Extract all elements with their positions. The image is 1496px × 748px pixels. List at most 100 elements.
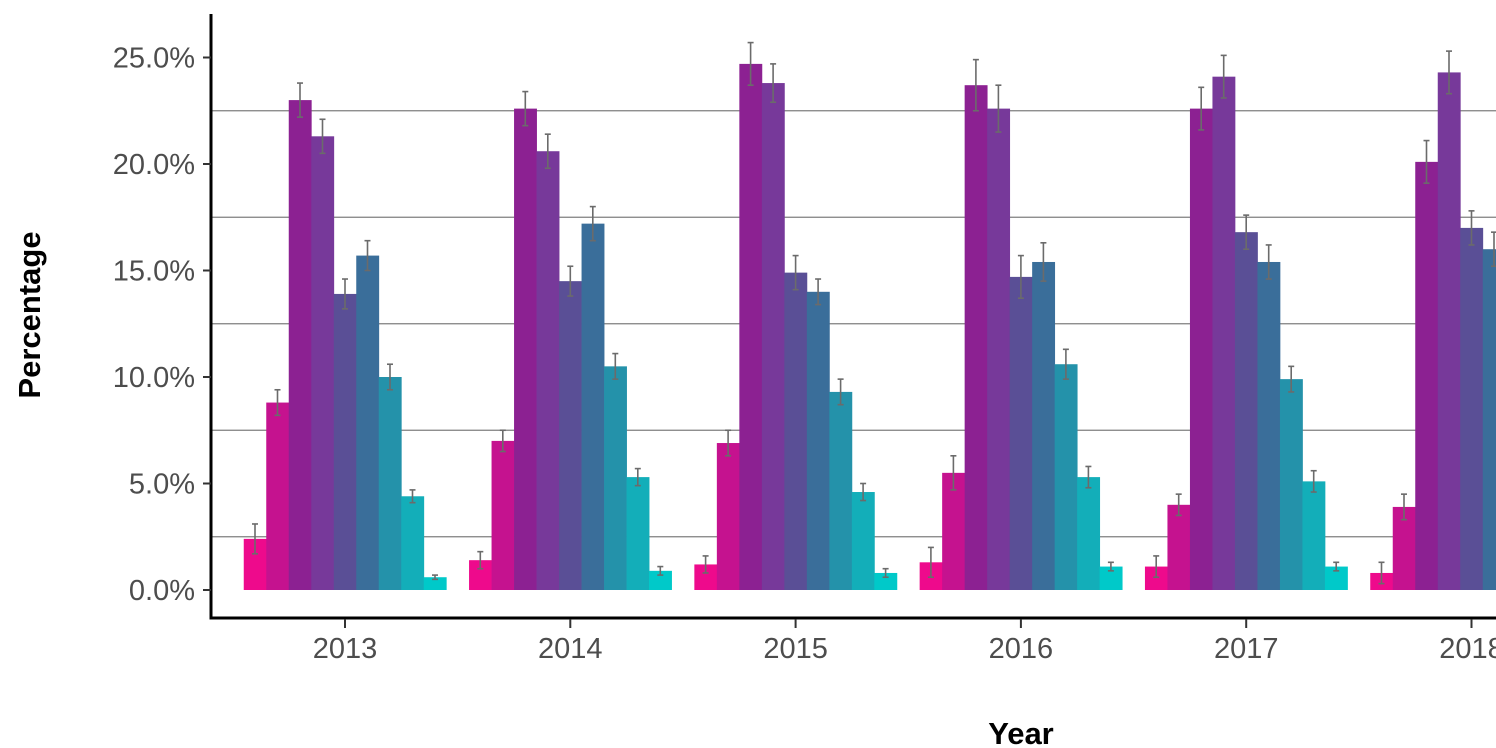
bar	[716, 443, 740, 590]
y-tick-label: 5.0%	[129, 469, 195, 501]
bar	[1437, 72, 1461, 590]
bar	[694, 564, 718, 590]
error-bar	[972, 58, 979, 112]
error-bar	[725, 429, 732, 457]
error-bar	[1265, 244, 1272, 280]
error-bar	[477, 550, 484, 570]
error-bar	[319, 118, 326, 155]
error-bar	[544, 133, 551, 170]
bar	[311, 136, 335, 590]
error-bar	[860, 482, 867, 502]
bar	[1324, 566, 1348, 590]
error-bar	[950, 455, 957, 491]
bar	[288, 100, 312, 590]
error-bar	[1333, 561, 1340, 572]
bar	[987, 108, 1011, 591]
bar	[559, 281, 582, 590]
error-bar	[387, 363, 393, 391]
bar	[536, 151, 560, 590]
error-bar	[567, 265, 574, 297]
bar	[1167, 504, 1191, 590]
bar	[874, 572, 898, 590]
x-tick-label: 2013	[313, 633, 378, 665]
error-bar	[1310, 469, 1317, 493]
axes	[209, 14, 1496, 620]
error-bar	[657, 565, 664, 576]
bar	[1077, 477, 1101, 590]
bar	[1212, 76, 1236, 591]
error-bar	[589, 205, 596, 242]
error-bar	[1243, 214, 1250, 250]
error-bar	[1378, 561, 1385, 585]
bar	[851, 492, 875, 590]
error-bar	[274, 388, 281, 417]
bar	[784, 272, 808, 590]
x-tick-label: 2015	[763, 633, 828, 665]
error-bar	[432, 574, 438, 581]
bar	[1234, 232, 1258, 590]
bar	[964, 85, 988, 590]
bar	[491, 440, 515, 590]
y-tick-label: 0.0%	[129, 575, 195, 607]
error-bars	[252, 41, 1496, 585]
error-bar	[1491, 231, 1496, 268]
x-tick-label: 2018	[1439, 633, 1496, 665]
bar	[942, 472, 966, 590]
error-bar	[702, 555, 709, 574]
bar	[1279, 379, 1303, 590]
bar	[604, 366, 627, 590]
error-bar	[837, 378, 844, 406]
bar	[739, 63, 763, 590]
bar	[1189, 108, 1213, 591]
y-tick-label: 10.0%	[113, 362, 195, 394]
bar	[266, 402, 290, 590]
error-bar	[1198, 86, 1205, 131]
x-tick-label: 2014	[538, 633, 603, 665]
x-tick-label: 2016	[989, 633, 1054, 665]
error-bar	[882, 567, 889, 579]
error-bar	[342, 278, 348, 310]
bar	[1415, 161, 1439, 590]
error-bar	[1401, 493, 1407, 521]
error-bar	[522, 90, 529, 127]
bar	[581, 223, 605, 590]
bar	[401, 496, 425, 590]
error-bar	[1017, 254, 1024, 299]
error-bar	[770, 63, 777, 104]
bar	[1144, 566, 1168, 590]
bar	[469, 560, 492, 590]
bar	[761, 83, 785, 590]
y-tick-label: 25.0%	[113, 43, 195, 75]
bar	[1392, 506, 1416, 590]
error-bar	[995, 84, 1002, 133]
error-bar	[612, 352, 619, 380]
bar	[1054, 364, 1078, 590]
bar	[1257, 261, 1281, 590]
bar	[243, 538, 267, 590]
error-bar	[1288, 365, 1295, 393]
bar	[626, 477, 650, 590]
bar	[514, 108, 537, 591]
x-axis-title: Year	[988, 716, 1054, 748]
error-bar	[252, 523, 258, 555]
error-bar	[1220, 54, 1227, 99]
bar	[356, 255, 380, 590]
bars	[243, 63, 1496, 591]
error-bar	[1085, 465, 1092, 489]
bar	[806, 291, 830, 590]
bar	[829, 391, 853, 590]
error-bar	[815, 278, 822, 306]
error-bar	[747, 41, 754, 86]
error-bar	[1446, 50, 1452, 95]
bar	[333, 293, 357, 590]
y-tick-label: 15.0%	[113, 256, 195, 288]
bar	[1482, 249, 1496, 590]
gridlines	[211, 110, 1496, 538]
bar	[1460, 227, 1484, 590]
bar	[423, 577, 447, 590]
bar	[1099, 566, 1123, 590]
x-tick-label: 2017	[1214, 633, 1279, 665]
error-bar	[409, 489, 416, 504]
bar	[1009, 276, 1033, 590]
